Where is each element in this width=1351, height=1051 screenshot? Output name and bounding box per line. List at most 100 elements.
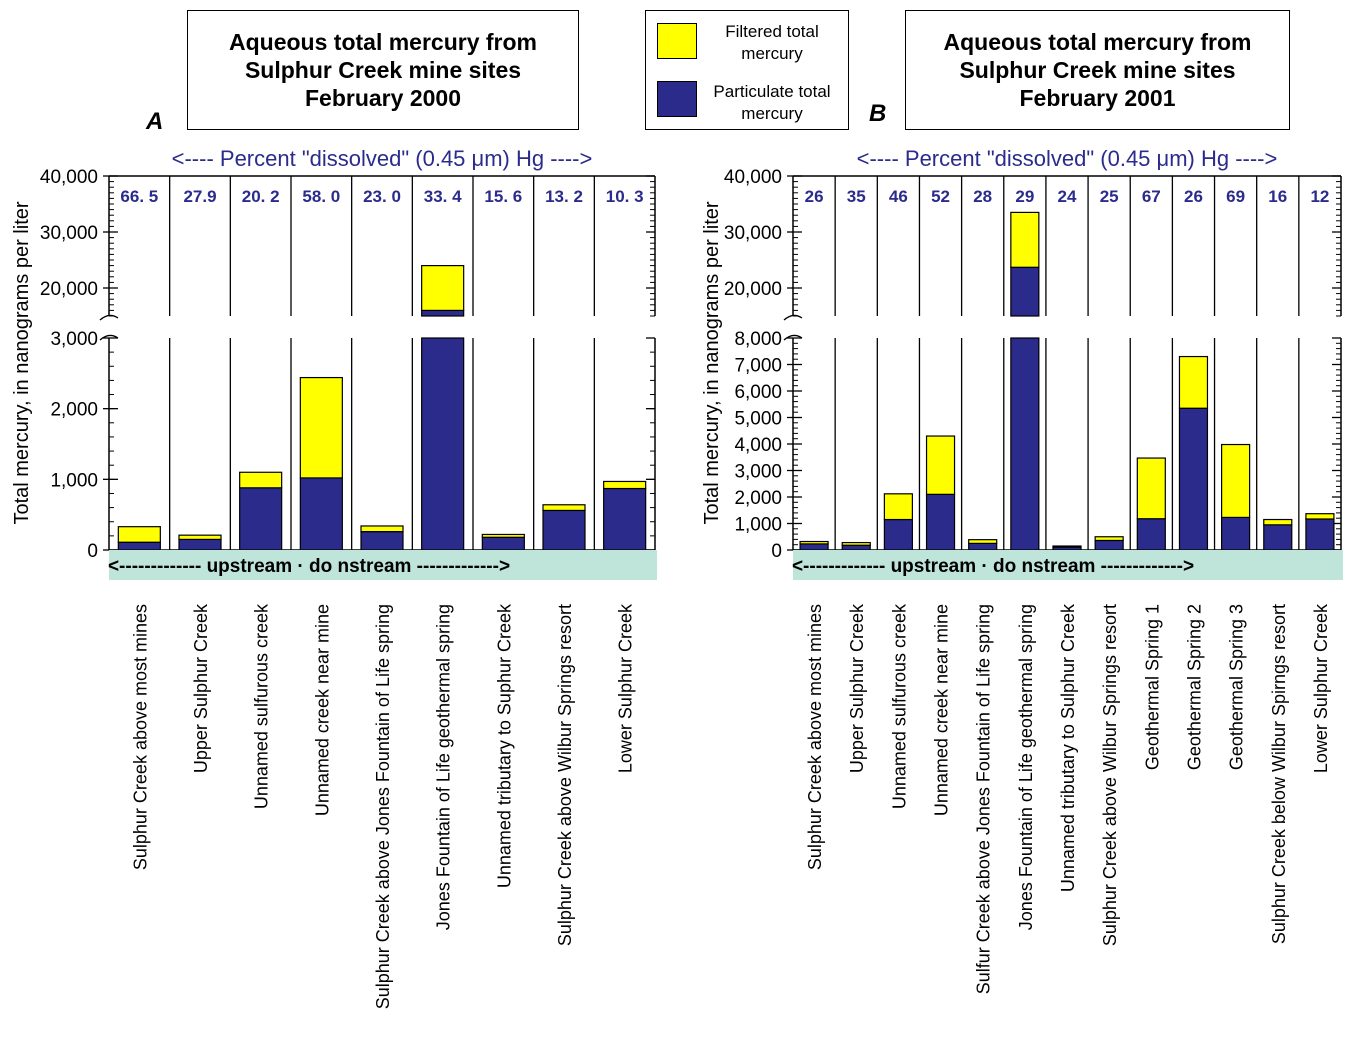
chart-a-bar-particulate — [421, 337, 465, 551]
chart-b-category-label: Unnamed sulfurous creek — [889, 603, 909, 809]
chart-b-percent-dissolved-label: 29 — [1015, 187, 1034, 206]
chart-a-percent-dissolved-label: 27.9 — [183, 187, 216, 206]
chart-a-bar-filtered — [603, 480, 647, 490]
chart-a-lower-tick-label: 1,000 — [50, 470, 98, 491]
chart-a-lower-tick-label: 2,000 — [50, 400, 98, 421]
chart-a-bar-particulate — [421, 309, 465, 317]
chart-b-bar-filtered — [1305, 513, 1335, 520]
chart-a-upper-tick-label: 20,000 — [40, 279, 98, 300]
chart-b-category-label: Jones Fountain of Life geothermal spring — [1016, 604, 1036, 930]
chart-b-category-label: Unnamed tributary to Sulphur Creek — [1058, 603, 1078, 892]
chart-b-category-label: Sulphur Creek above Wilbur Springs resor… — [1100, 604, 1120, 946]
chart-a-bar-filtered — [421, 265, 465, 312]
chart-b-percent-dissolved-label: 46 — [889, 187, 908, 206]
chart-b-title-line-1: Aqueous total mercury from — [943, 29, 1252, 55]
chart-a-title-line-3: February 2000 — [305, 85, 461, 111]
chart-b-category-label: Geothermal Spring 3 — [1227, 604, 1247, 770]
chart-a-bar-filtered — [299, 376, 343, 479]
chart-b-bar-filtered — [1263, 518, 1293, 526]
chart-b-title-line-2: Sulphur Creek mine sites — [959, 57, 1236, 83]
chart-b-percent-dissolved-label: 24 — [1058, 187, 1077, 206]
chart-a-title-line-1: Aqueous total mercury from — [229, 29, 537, 55]
chart-b-bar-particulate — [1136, 518, 1166, 551]
chart-a-bar-filtered — [360, 525, 404, 533]
chart-b-percent-dissolved-label: 28 — [973, 187, 992, 206]
chart-b-bar-filtered — [1052, 545, 1082, 548]
chart-a-top-label: <---- Percent "dissolved" (0.45 μm) Hg -… — [172, 146, 593, 171]
chart-b-bar-filtered — [925, 435, 956, 495]
chart-b-bar-particulate — [841, 544, 871, 551]
chart-b-category-label: Geothermal Spring 1 — [1142, 604, 1162, 770]
chart-b-lower-tick-label: 6,000 — [734, 382, 782, 403]
chart-b-bar-particulate — [799, 543, 829, 551]
chart-a: <---- Percent "dissolved" (0.45 μm) Hg -… — [11, 146, 657, 1009]
chart-b-bar-particulate — [1010, 337, 1040, 551]
chart-b-bar-filtered — [1178, 355, 1209, 409]
chart-b-lower-tick-label: 8,000 — [734, 329, 782, 350]
chart-a-percent-dissolved-label: 10. 3 — [606, 187, 644, 206]
chart-a-axis-break-lower — [99, 334, 119, 341]
chart-b-percent-dissolved-label: 35 — [847, 187, 866, 206]
chart-a-category-label: Jones Fountain of Life geothermal spring — [434, 604, 454, 930]
chart-b-top-label: <---- Percent "dissolved" (0.45 μm) Hg -… — [857, 146, 1278, 171]
chart-b-bar-filtered — [968, 539, 998, 544]
chart-a-percent-dissolved-label: 20. 2 — [242, 187, 280, 206]
legend: Filtered total mercury Particulate total… — [645, 10, 849, 130]
chart-b-lower-tick-label: 2,000 — [734, 488, 782, 509]
chart-b-lower-tick-label: 5,000 — [734, 409, 782, 430]
chart-b-category-label: Lower Sulphur Creek — [1311, 603, 1331, 773]
chart-b-bar-filtered — [1010, 211, 1040, 268]
chart-a-lower-tick-label: 0 — [87, 541, 98, 562]
legend-label-filtered: Filtered total mercury — [725, 22, 819, 63]
chart-b-bar-filtered — [1221, 443, 1251, 519]
chart-b-upper-tick-label: 40,000 — [724, 167, 782, 188]
chart-a-category-label: Unnamed creek near mine — [312, 604, 332, 816]
chart-a-bar-filtered — [542, 504, 586, 512]
chart-b-panel-letter: B — [869, 100, 887, 127]
chart-b-percent-dissolved-label: 67 — [1142, 187, 1161, 206]
legend-label-particulate: Particulate total mercury — [713, 82, 831, 123]
chart-b-percent-dissolved-label: 26 — [1184, 187, 1203, 206]
chart-a-bar-filtered — [178, 534, 222, 540]
chart-a-bar-particulate — [117, 541, 161, 551]
chart-b-upper-tick-label: 30,000 — [724, 223, 782, 244]
chart-b-bar-particulate — [1221, 516, 1251, 551]
chart-a-y-axis-label: Total mercury, in nanograms per liter — [11, 201, 33, 524]
chart-a-percent-dissolved-label: 13. 2 — [545, 187, 583, 206]
chart-b-flow-direction-label: <------------- upstream · do nstream ---… — [792, 556, 1194, 577]
chart-b-bar-filtered — [1136, 457, 1166, 520]
chart-b-y-axis-label: Total mercury, in nanograms per liter — [701, 201, 723, 524]
chart-b: <---- Percent "dissolved" (0.45 μm) Hg -… — [701, 146, 1343, 994]
chart-a-title-line-2: Sulphur Creek mine sites — [244, 57, 522, 83]
chart-a-percent-dissolved-label: 58. 0 — [302, 187, 340, 206]
chart-b-lower-tick-label: 0 — [771, 541, 782, 562]
chart-b-bar-filtered — [883, 493, 913, 521]
chart-a-category-label: Sulphur Creek above Wilbur Springs resor… — [555, 604, 575, 946]
chart-a-category-label: Upper Sulphur Creek — [191, 603, 211, 773]
chart-a-percent-dissolved-label: 66. 5 — [120, 187, 158, 206]
chart-b-category-label: Sulfur Creek above Jones Fountain of Lif… — [974, 604, 994, 994]
chart-a-flow-direction-band — [109, 550, 657, 580]
chart-b-bar-particulate — [1010, 266, 1040, 317]
chart-a-category-label: Lower Sulphur Creek — [616, 603, 636, 773]
legend-swatch-filtered — [657, 23, 697, 59]
chart-b-percent-dissolved-label: 16 — [1268, 187, 1287, 206]
chart-b-category-label: Unnamed creek near mine — [932, 604, 952, 816]
chart-a-bar-particulate — [481, 536, 525, 551]
chart-a-bar-particulate — [299, 477, 343, 551]
chart-b-bar-particulate — [1094, 539, 1124, 551]
chart-a-lower-tick-label: 3,000 — [50, 329, 98, 350]
chart-b-lower-tick-label: 7,000 — [734, 356, 782, 377]
chart-a-category-label: Sulphur Creek above Jones Fountain of Li… — [373, 604, 393, 1009]
chart-b-bar-filtered — [841, 541, 871, 546]
chart-b-flow-direction-band — [793, 550, 1343, 580]
chart-a-bar-filtered — [481, 533, 525, 538]
chart-b-category-label: Sulphur Creek above most mines — [805, 604, 825, 870]
chart-b-title-box: Aqueous total mercury from Sulphur Creek… — [905, 10, 1290, 130]
chart-b-bar-particulate — [1178, 407, 1209, 551]
chart-b-axis-break-lower — [783, 334, 803, 341]
chart-b-percent-dissolved-label: 26 — [805, 187, 824, 206]
chart-a-bar-filtered — [117, 526, 161, 543]
